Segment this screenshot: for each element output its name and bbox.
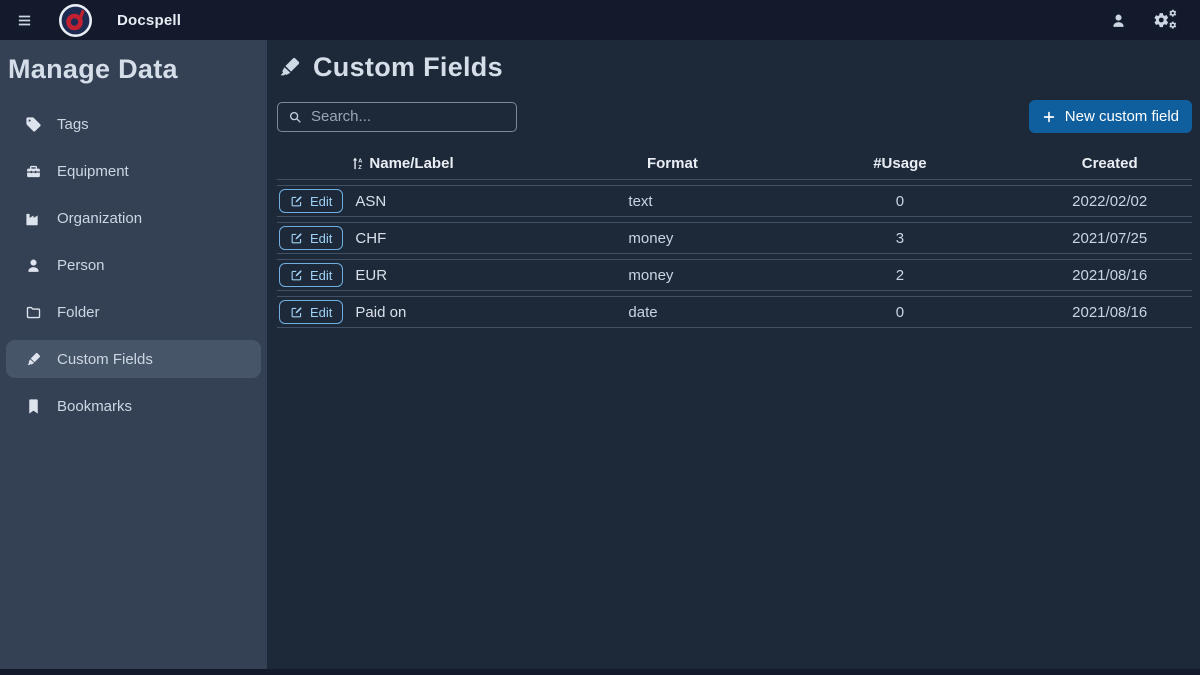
account-button[interactable] xyxy=(1108,10,1129,31)
cell-format: money xyxy=(572,222,773,254)
sidebar-item-label: Equipment xyxy=(57,162,129,180)
sort-alpha-icon xyxy=(351,156,366,171)
cell-usage: 0 xyxy=(772,296,1028,328)
sidebar-item-label: Custom Fields xyxy=(57,350,153,368)
page-header: Custom Fields xyxy=(277,52,1192,83)
user-icon xyxy=(1110,12,1127,29)
edit-icon xyxy=(290,306,303,319)
plus-icon xyxy=(1042,110,1056,124)
custom-fields-table: Name/Label Format #Usage Created Edit AS… xyxy=(277,148,1192,333)
cell-created: 2022/02/02 xyxy=(1027,185,1192,217)
edit-button[interactable]: Edit xyxy=(279,300,344,324)
cell-created: 2021/07/25 xyxy=(1027,222,1192,254)
edit-button-label: Edit xyxy=(310,267,333,283)
toolbar: New custom field xyxy=(277,100,1192,133)
column-header-format: Format xyxy=(572,153,773,180)
new-custom-field-label: New custom field xyxy=(1064,108,1179,125)
column-header-usage: #Usage xyxy=(772,153,1028,180)
tag-icon xyxy=(25,116,42,133)
cell-usage: 0 xyxy=(772,185,1028,217)
topbar: Docspell xyxy=(0,0,1200,40)
sidebar-item-organization[interactable]: Organization xyxy=(6,199,261,237)
sidebar-item-bookmarks[interactable]: Bookmarks xyxy=(6,387,261,425)
person-icon xyxy=(25,257,42,274)
edit-button-label: Edit xyxy=(310,230,333,246)
edit-icon xyxy=(290,195,303,208)
cell-created: 2021/08/16 xyxy=(1027,259,1192,291)
edit-button-label: Edit xyxy=(310,304,333,320)
edit-icon xyxy=(290,269,303,282)
table-row: Edit ASN text 0 2022/02/02 xyxy=(277,185,1192,217)
column-header-created: Created xyxy=(1027,153,1192,180)
column-header-edit xyxy=(277,153,348,180)
folder-icon xyxy=(25,304,42,321)
sidebar-item-custom-fields[interactable]: Custom Fields xyxy=(6,340,261,378)
edit-button[interactable]: Edit xyxy=(279,226,344,250)
app-title: Docspell xyxy=(117,11,182,29)
cell-name: ASN xyxy=(347,185,573,217)
menu-toggle-button[interactable] xyxy=(14,10,35,31)
cell-name: Paid on xyxy=(347,296,573,328)
cell-name: EUR xyxy=(347,259,573,291)
industry-icon xyxy=(25,210,42,227)
footer-strip xyxy=(0,669,1200,675)
sidebar-nav: Tags Equipment Organization Person Folde… xyxy=(0,105,267,425)
sidebar: Manage Data Tags Equipment Organization … xyxy=(0,40,267,669)
page-title: Custom Fields xyxy=(313,52,503,82)
cell-format: text xyxy=(572,185,773,217)
table-row: Edit EUR money 2 2021/08/16 xyxy=(277,259,1192,291)
sidebar-item-equipment[interactable]: Equipment xyxy=(6,152,261,190)
table-row: Edit Paid on date 0 2021/08/16 xyxy=(277,296,1192,328)
column-header-name[interactable]: Name/Label xyxy=(347,153,573,180)
sidebar-item-tags[interactable]: Tags xyxy=(6,105,261,143)
cell-created: 2021/08/16 xyxy=(1027,296,1192,328)
cell-format: date xyxy=(572,296,773,328)
search-input[interactable] xyxy=(311,108,506,125)
bookmark-icon xyxy=(25,398,42,415)
sidebar-item-label: Folder xyxy=(57,303,100,321)
table-row: Edit CHF money 3 2021/07/25 xyxy=(277,222,1192,254)
column-header-name-label: Name/Label xyxy=(369,155,454,172)
sidebar-item-label: Person xyxy=(57,256,105,274)
edit-button[interactable]: Edit xyxy=(279,263,344,287)
main-content: Custom Fields New custom field xyxy=(267,40,1200,669)
search-icon xyxy=(288,110,302,124)
custom-fields-icon xyxy=(277,55,302,80)
marker-icon xyxy=(25,351,42,368)
cogs-icon xyxy=(1153,9,1178,31)
table-header-row: Name/Label Format #Usage Created xyxy=(277,153,1192,180)
sidebar-item-folder[interactable]: Folder xyxy=(6,293,261,331)
hamburger-icon xyxy=(16,12,33,29)
edit-icon xyxy=(290,232,303,245)
edit-button-label: Edit xyxy=(310,193,333,209)
cell-usage: 3 xyxy=(772,222,1028,254)
sidebar-title: Manage Data xyxy=(8,54,178,84)
sidebar-item-label: Organization xyxy=(57,209,143,227)
settings-button[interactable] xyxy=(1151,7,1180,33)
new-custom-field-button[interactable]: New custom field xyxy=(1028,100,1192,133)
edit-button[interactable]: Edit xyxy=(279,189,344,213)
search-box[interactable] xyxy=(277,101,517,132)
toolbox-icon xyxy=(25,163,42,180)
cell-name: CHF xyxy=(347,222,573,254)
app-logo xyxy=(59,3,92,37)
sidebar-item-label: Tags xyxy=(57,115,89,133)
sidebar-item-person[interactable]: Person xyxy=(6,246,261,284)
cell-format: money xyxy=(572,259,773,291)
sidebar-item-label: Bookmarks xyxy=(57,397,133,415)
cell-usage: 2 xyxy=(772,259,1028,291)
